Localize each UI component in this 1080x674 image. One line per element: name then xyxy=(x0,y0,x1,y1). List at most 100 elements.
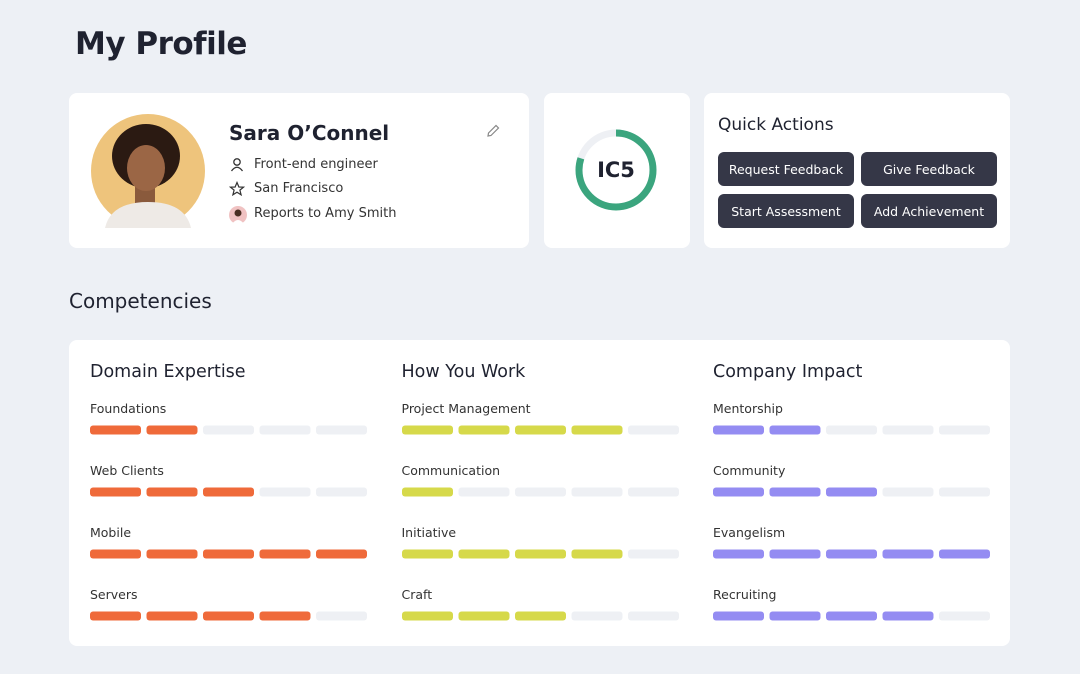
level-segment-filled xyxy=(146,487,198,497)
level-segment-empty xyxy=(571,487,622,497)
level-segment-empty xyxy=(514,487,566,497)
profile-location: San Francisco xyxy=(254,181,344,196)
level-segment-empty xyxy=(939,425,990,435)
competency-bar xyxy=(90,487,367,497)
level-segment-filled xyxy=(769,611,821,621)
competency-bar xyxy=(713,425,990,435)
level-segment-empty xyxy=(627,611,679,621)
level-segment-empty xyxy=(882,487,934,497)
level-segment-filled xyxy=(713,487,764,497)
level-card: IC5 xyxy=(544,93,690,248)
level-segment-filled xyxy=(458,425,509,435)
level-segment-empty xyxy=(571,611,622,621)
level-segment-empty xyxy=(203,425,254,435)
level-segment-filled xyxy=(826,487,877,497)
level-segment-empty xyxy=(627,487,679,497)
competency-label: Web Clients xyxy=(90,463,164,478)
competency-label: Craft xyxy=(401,587,433,602)
competency-label: Community xyxy=(713,463,786,478)
level-segment-filled xyxy=(514,425,566,435)
level-segment-filled xyxy=(90,611,141,621)
level-segment-filled xyxy=(713,425,764,435)
level-segment-filled xyxy=(203,487,254,497)
competency-bar xyxy=(713,611,990,621)
level-segment-empty xyxy=(826,425,877,435)
group-title: How You Work xyxy=(401,362,526,382)
level-segment-empty xyxy=(882,425,934,435)
level-segment-empty xyxy=(316,487,367,497)
profile-card: Sara O’Connel Front-end engineer San Fra… xyxy=(69,93,529,248)
competency-bar xyxy=(401,611,679,621)
level-segment-filled xyxy=(514,549,566,559)
action-button[interactable]: Give Feedback xyxy=(861,152,997,186)
competencies-card: Domain Expertise Foundations Web Clients Mo… xyxy=(69,340,1010,646)
level-segment-filled xyxy=(571,549,622,559)
level-segment-empty xyxy=(939,611,990,621)
action-button[interactable]: Start Assessment xyxy=(718,194,854,228)
level-segment-filled xyxy=(90,425,141,435)
edit-icon[interactable] xyxy=(485,123,501,139)
level-segment-empty xyxy=(627,549,679,559)
level-segment-filled xyxy=(401,549,453,559)
competency-bar xyxy=(401,487,679,497)
level-segment-empty xyxy=(259,487,311,497)
competency-bar xyxy=(401,425,679,435)
quick-actions-title: Quick Actions xyxy=(718,115,834,135)
competency-label: Mobile xyxy=(90,525,132,540)
level-segment-filled xyxy=(401,611,453,621)
profile-role: Front-end engineer xyxy=(254,157,378,172)
competency-label: Project Management xyxy=(401,401,531,416)
level-segment-empty xyxy=(316,425,367,435)
level-segment-filled xyxy=(571,425,622,435)
action-button[interactable]: Add Achievement xyxy=(861,194,997,228)
level-segment-filled xyxy=(458,549,509,559)
competency-label: Foundations xyxy=(90,401,167,416)
competency-label: Recruiting xyxy=(713,587,777,602)
level-segment-filled xyxy=(514,611,566,621)
competency-bar xyxy=(90,611,367,621)
level-segment-filled xyxy=(401,425,453,435)
competency-label: Evangelism xyxy=(713,525,786,540)
level-segment-empty xyxy=(939,487,990,497)
competency-label: Mentorship xyxy=(713,401,783,416)
level-segment-filled xyxy=(882,611,934,621)
level-segment-filled xyxy=(826,611,877,621)
section-title: Competencies xyxy=(69,289,212,313)
level-segment-filled xyxy=(146,611,198,621)
level-segment-empty xyxy=(259,425,311,435)
quick-actions-card: Quick Actions Request Feedback Give Feed… xyxy=(704,93,1010,248)
competency-label: Initiative xyxy=(401,525,457,540)
level-segment-filled xyxy=(769,425,821,435)
page-title: My Profile xyxy=(75,26,247,62)
level-segment-filled xyxy=(769,549,821,559)
level-segment-filled xyxy=(316,549,367,559)
level-label: IC5 xyxy=(597,158,635,182)
group-title: Company Impact xyxy=(713,362,863,382)
profile-manager: Reports to Amy Smith xyxy=(254,206,397,221)
level-segment-filled xyxy=(458,611,509,621)
action-button[interactable]: Request Feedback xyxy=(718,152,854,186)
level-segment-empty xyxy=(316,611,367,621)
manager-avatar xyxy=(229,206,247,224)
level-segment-filled xyxy=(713,549,764,559)
level-segment-filled xyxy=(146,425,198,435)
competency-bar xyxy=(713,487,990,497)
level-segment-filled xyxy=(203,611,254,621)
star-icon xyxy=(229,181,245,197)
avatar xyxy=(91,114,205,228)
competency-bar xyxy=(401,549,679,559)
level-segment-filled xyxy=(259,549,311,559)
level-segment-empty xyxy=(458,487,509,497)
level-segment-filled xyxy=(203,549,254,559)
level-segment-filled xyxy=(90,487,141,497)
level-segment-filled xyxy=(882,549,934,559)
competency-label: Servers xyxy=(90,587,138,602)
level-segment-filled xyxy=(90,549,141,559)
group-title: Domain Expertise xyxy=(90,362,246,382)
level-segment-filled xyxy=(769,487,821,497)
level-segment-empty xyxy=(627,425,679,435)
ring-progress xyxy=(575,129,657,211)
competency-bar xyxy=(90,425,367,435)
competency-label: Communication xyxy=(401,463,501,478)
